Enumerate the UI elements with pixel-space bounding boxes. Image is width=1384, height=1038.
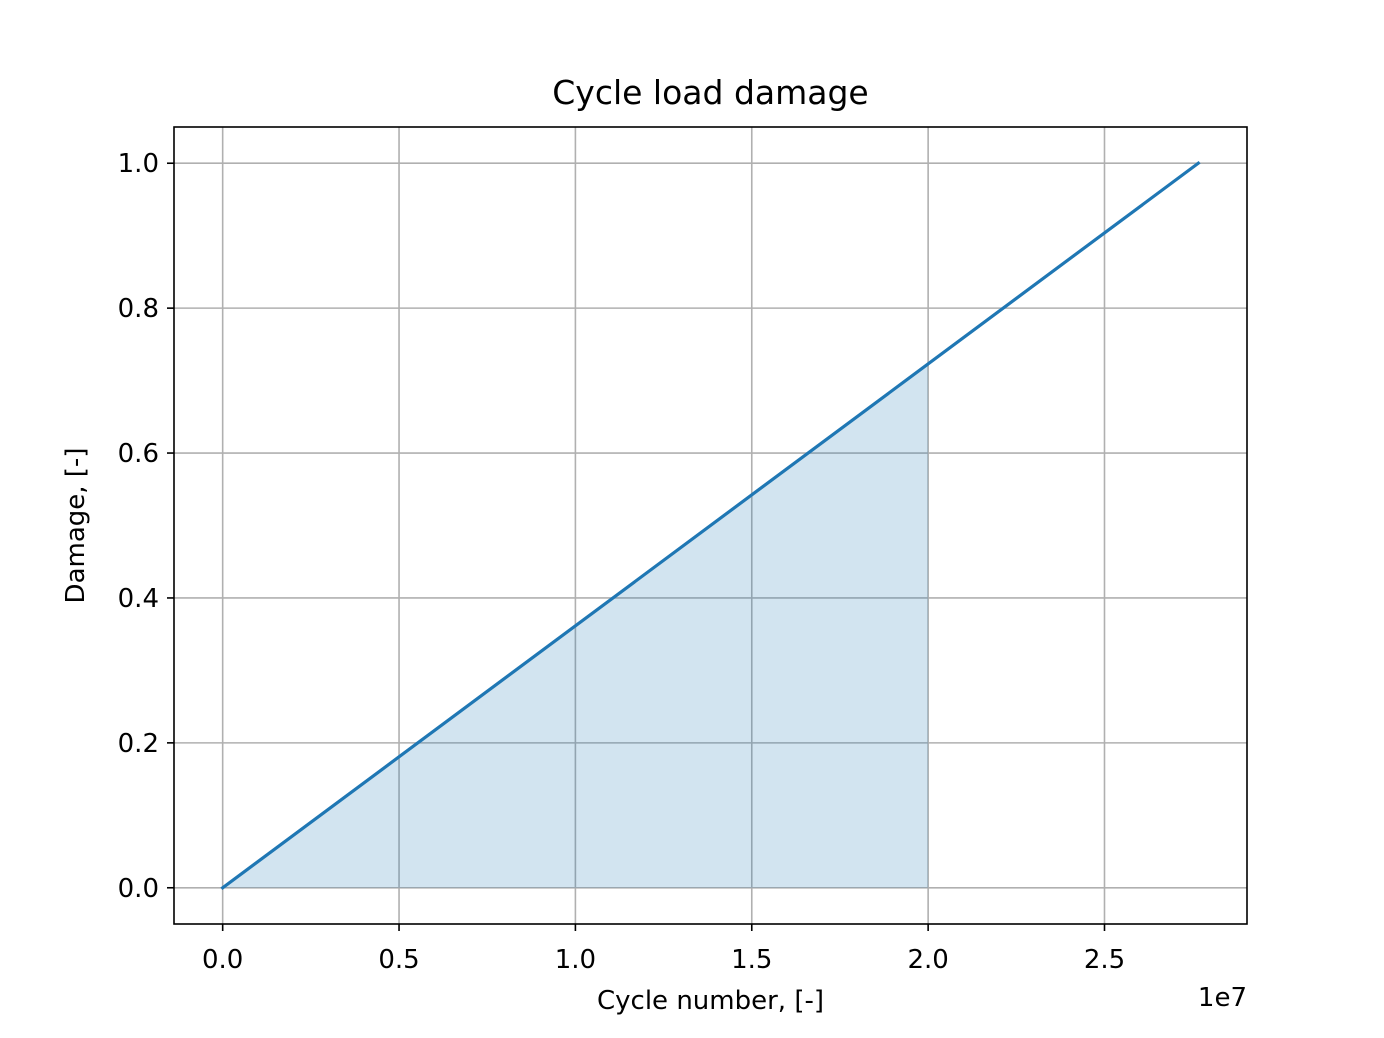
x-axis-ticks: 0.0 0.5 1.0 1.5 2.0 2.5: [202, 924, 1125, 975]
y-axis-label: Damage, [-]: [61, 448, 91, 604]
y-tick-label: 0.6: [118, 439, 159, 469]
x-axis-label: Cycle number, [-]: [597, 986, 824, 1016]
plot-frame: [173, 126, 1248, 925]
y-tick-label: 0.2: [118, 729, 159, 759]
grid: [174, 127, 1247, 924]
x-tick-label: 0.0: [202, 945, 243, 975]
y-axis-ticks: 0.0 0.2 0.4 0.6 0.8 1.0: [118, 149, 174, 904]
chart-title: Cycle load damage: [552, 73, 868, 112]
x-axis-offset-label: 1e7: [1198, 983, 1247, 1013]
series-layer: [220, 160, 1201, 891]
y-tick-label: 0.0: [118, 874, 159, 904]
x-tick-label: 0.5: [378, 945, 419, 975]
y-tick-label: 1.0: [118, 149, 159, 179]
y-tick-label: 0.8: [118, 294, 159, 324]
x-tick-label: 1.0: [555, 945, 596, 975]
series-line: [220, 160, 1201, 891]
y-tick-label: 0.4: [118, 584, 159, 614]
x-tick-label: 2.0: [907, 945, 948, 975]
x-tick-label: 2.5: [1084, 945, 1125, 975]
x-tick-label: 1.5: [731, 945, 772, 975]
